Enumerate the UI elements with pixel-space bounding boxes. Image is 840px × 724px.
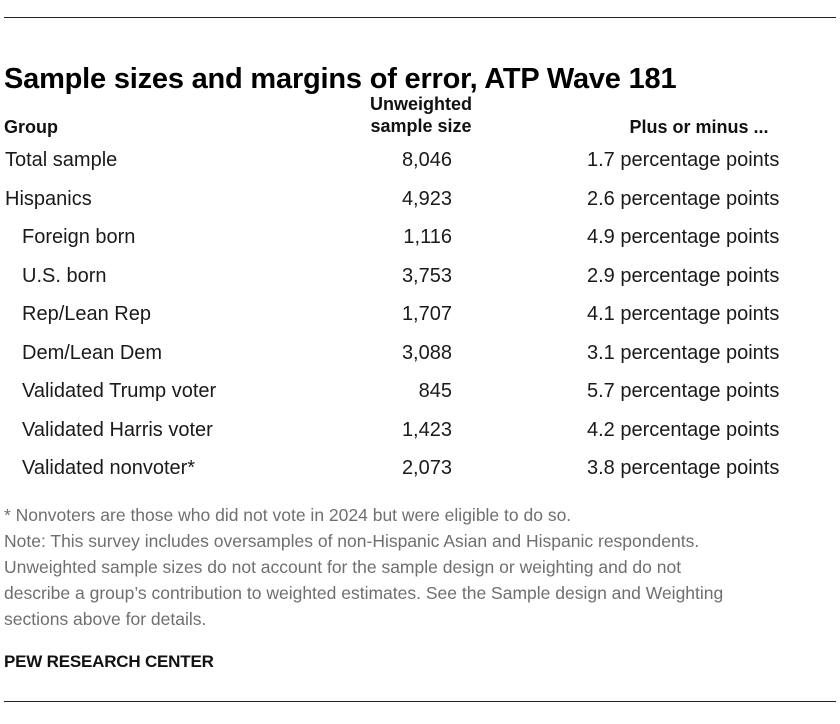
row-group-label: Foreign born [22,226,136,248]
bottom-rule [4,701,836,702]
row-group-label: Validated Trump voter [22,380,217,402]
row-group-label: Hispanics [5,187,92,210]
table-row: Hispanics 4,923 2.6 percentage points [0,180,840,219]
row-margin-of-error: 1.7 percentage points [587,149,780,171]
sample-table: Total sample 8,046 1.7 percentage points… [0,141,840,488]
table-row: Rep/Lean Rep 1,707 4.1 percentage points [0,295,840,334]
row-margin-of-error: 4.1 percentage points [587,303,780,325]
row-margin-of-error: 4.2 percentage points [587,418,780,441]
row-sample-size: 2,073 [401,457,452,479]
source-credit: PEW RESEARCH CENTER [4,652,214,671]
row-sample-size: 4,923 [401,187,452,210]
top-rule [4,17,836,18]
note-line: sections above for details. [4,609,207,629]
row-sample-size: 8,046 [401,149,452,171]
notes: * Nonvoters are those who did not vote i… [4,502,840,632]
row-group-label: Dem/Lean Dem [22,341,163,364]
row-sample-size: 3,088 [401,341,452,364]
column-header-group: Group [4,117,58,137]
column-header-sample-size: Unweighted sample size [340,93,502,137]
row-margin-of-error: 3.8 percentage points [587,457,780,479]
table-row: Dem/Lean Dem 3,088 3.1 percentage points [0,334,840,373]
row-sample-size: 1,423 [401,418,452,441]
row-margin-of-error: 4.9 percentage points [587,226,780,248]
table-row: Validated Trump voter 845 5.7 percentage… [0,372,840,411]
footnote: * Nonvoters are those who did not vote i… [4,505,572,525]
row-sample-size: 1,116 [403,226,452,248]
column-header-margin-of-error: Plus or minus ... [629,117,769,137]
table-row: Validated Harris voter 1,423 4.2 percent… [0,411,840,450]
row-group-label: Validated nonvoter* [22,457,196,479]
note-line: describe a group’s contribution to weigh… [4,583,724,603]
column-header-sample-size-line2: sample size [370,116,472,136]
row-margin-of-error: 2.6 percentage points [587,187,780,210]
row-group-label: U.S. born [22,264,107,287]
table-row: Total sample 8,046 1.7 percentage points [0,141,840,180]
note-line: Note: This survey includes oversamples o… [4,531,700,551]
row-margin-of-error: 2.9 percentage points [587,264,780,287]
table-row: Validated nonvoter* 2,073 3.8 percentage… [0,449,840,488]
row-margin-of-error: 3.1 percentage points [587,341,780,364]
page-title: Sample sizes and margins of error, ATP W… [4,63,677,96]
table-row: Foreign born 1,116 4.9 percentage points [0,218,840,257]
row-group-label: Validated Harris voter [22,418,213,441]
row-group-label: Total sample [5,149,118,171]
row-margin-of-error: 5.7 percentage points [587,380,780,402]
row-sample-size: 1,707 [401,303,452,325]
row-group-label: Rep/Lean Rep [22,303,151,325]
table-row: U.S. born 3,753 2.9 percentage points [0,257,840,296]
note-line: Unweighted sample sizes do not account f… [4,557,682,577]
row-sample-size: 845 [418,380,452,402]
column-header-sample-size-line1: Unweighted [370,94,472,114]
row-sample-size: 3,753 [401,264,452,287]
